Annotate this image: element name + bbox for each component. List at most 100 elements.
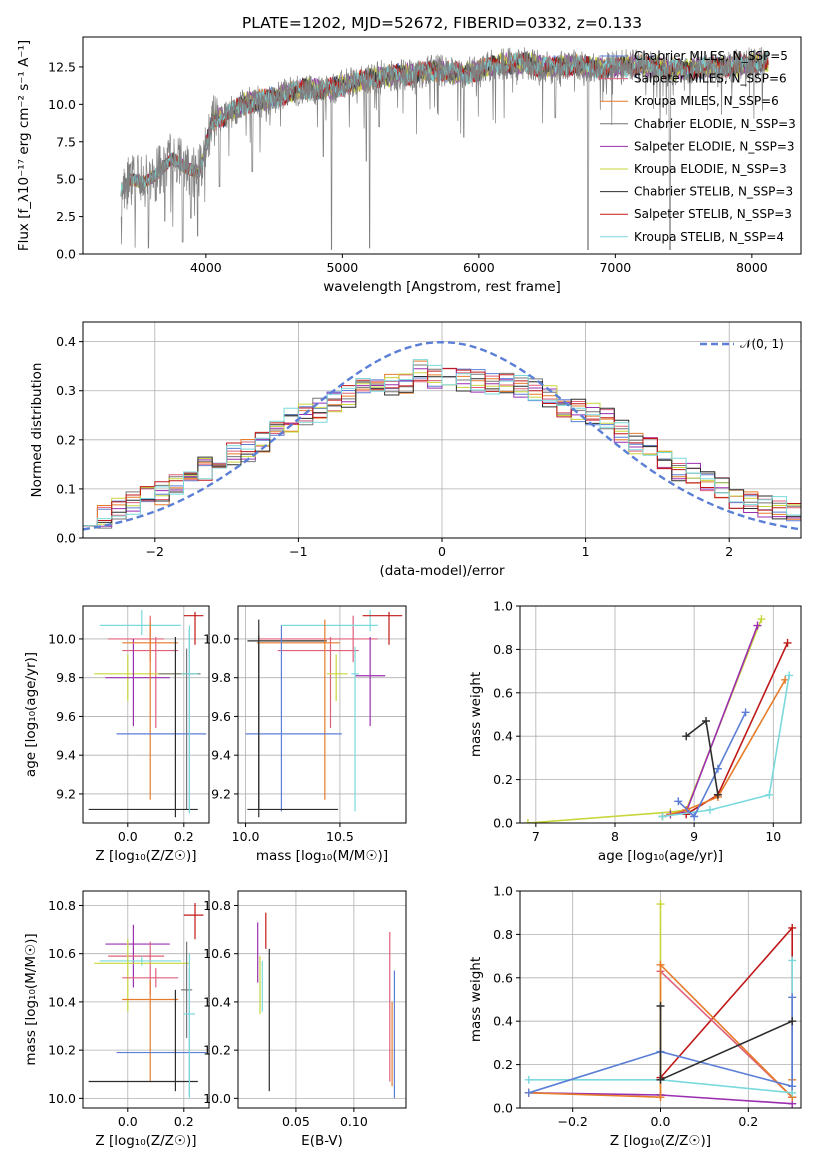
x-axis-label: E(B-V): [301, 1133, 343, 1149]
x-tick-label: 0.2: [174, 829, 194, 844]
x-axis-label: Z [log₁₀(Z/Z☉)]: [610, 1133, 711, 1149]
x-tick-label: 0.0: [118, 1114, 138, 1129]
errorbar-point: [99, 609, 181, 636]
plot-area: [524, 900, 797, 1108]
x-tick-label: 10.0: [232, 829, 260, 844]
legend-entry: Salpeter STELIB, N_SSP=3: [634, 207, 792, 221]
y-tick-label: 0.8: [493, 642, 513, 657]
weight-marker: [741, 708, 750, 717]
y-tick-label: 10.0: [203, 1091, 231, 1106]
errorbar-point: [88, 637, 198, 818]
plot-area: [523, 615, 794, 823]
histogram-step: [83, 376, 801, 538]
y-tick-label: 10.0: [48, 97, 76, 112]
legend: Chabrier MILES, N_SSP=5 Salpeter MILES, N…: [600, 49, 796, 244]
y-tick-label: 10.2: [48, 1043, 76, 1058]
weight-marker: [788, 993, 797, 1002]
x-tick-label: 10.5: [326, 829, 354, 844]
y-tick-label: 10.2: [203, 1043, 231, 1058]
weight-marker: [674, 797, 683, 806]
y-tick-label: 9.4: [56, 748, 76, 763]
y-tick-label: 9.6: [211, 709, 231, 724]
errorbar-point: [256, 619, 340, 800]
panel-age-vs-Z: 0.0 0.2 9.2 9.4 9.6 9.8 10.0 Z [log₁₀(Z/Z☉)] age…: [23, 605, 210, 864]
weight-marker: [705, 805, 714, 814]
y-tick-label: 10.0: [203, 631, 231, 646]
chart-title: PLATE=1202, MJD=52672, FIBERID=0332, z=0…: [242, 14, 642, 32]
weight-line: [677, 711, 747, 818]
weight-marker: [788, 1082, 797, 1091]
weight-marker: [524, 1088, 533, 1097]
plot-area: [245, 609, 403, 818]
errorbar-point: [277, 637, 359, 729]
weight-marker: [765, 790, 774, 799]
errorbar-point: [247, 635, 339, 818]
y-tick-label: 0.4: [56, 334, 76, 349]
y-tick-label: 1.0: [493, 884, 513, 899]
y-tick-label: 0.0: [493, 816, 513, 831]
weight-marker: [656, 900, 665, 909]
y-tick-label: 10.6: [48, 946, 76, 961]
x-tick-label: 2: [725, 544, 733, 559]
legend-gaussian-label: 𝒩(0, 1): [740, 337, 784, 351]
weight-marker: [713, 790, 722, 799]
errorbar-point: [183, 611, 204, 645]
legend-entry: Kroupa MILES, N_SSP=6: [634, 94, 779, 108]
weight-marker: [524, 1075, 533, 1084]
weight-marker: [656, 1093, 665, 1102]
y-tick-label: 10.0: [48, 1091, 76, 1106]
y-tick-label: 9.4: [211, 748, 231, 763]
data-spectrum-line: [120, 46, 769, 250]
weight-line: [685, 719, 719, 795]
x-tick-label: 8000: [736, 260, 768, 275]
x-tick-label: 6000: [463, 260, 495, 275]
axes-frame: [82, 605, 210, 824]
y-tick-label: 10.4: [48, 994, 76, 1009]
x-axis-label: wavelength [Angstrom, rest frame]: [323, 279, 561, 295]
errorbar-point: [88, 989, 198, 1092]
gaussian-curve: [83, 340, 801, 531]
y-tick-label: 0.1: [56, 481, 76, 496]
y-axis-label: Normed distribution: [29, 363, 45, 498]
weight-line: [670, 625, 759, 816]
weight-line: [662, 679, 786, 818]
y-tick-label: 0.8: [493, 927, 513, 942]
weight-marker: [658, 812, 667, 821]
x-tick-label: 5000: [326, 260, 358, 275]
errorbar-point: [183, 903, 204, 940]
weight-marker: [783, 638, 792, 647]
errorbar-point: [183, 953, 195, 1099]
y-tick-label: 9.2: [211, 786, 231, 801]
y-tick-label: 9.2: [56, 786, 76, 801]
x-tick-label: 4000: [190, 260, 222, 275]
weight-marker: [702, 717, 711, 726]
y-tick-label: 0.0: [56, 531, 76, 546]
histogram-step: [83, 359, 801, 538]
x-axis-label: Z [log₁₀(Z/Z☉)]: [95, 848, 196, 864]
panel-mass-vs-EBV: 0.05 0.10 10.0 10.2 10.4 10.6 10.8 E(B-V): [203, 890, 407, 1149]
errorbar-point: [122, 968, 179, 988]
plot-area: [83, 340, 801, 538]
errorbar-point: [122, 980, 179, 1082]
weight-marker: [785, 671, 794, 680]
plot-area: [88, 903, 207, 1099]
weight-marker: [656, 960, 665, 969]
errorbar-point: [116, 629, 207, 812]
errorbar-point: [181, 625, 198, 814]
x-tick-label: 8: [611, 829, 619, 844]
weight-marker: [788, 923, 797, 932]
panel-residuals: −2 −1 0 1 2 0.0 0.1 0.2 0.3 0.4 (data-model)/error…: [29, 321, 802, 579]
y-tick-label: 10.0: [48, 631, 76, 646]
plot-area: [120, 46, 769, 250]
x-tick-label: −2: [146, 544, 164, 559]
errorbar-point: [158, 648, 201, 810]
x-tick-label: 0.0: [651, 1114, 671, 1129]
axes-frame: [82, 890, 210, 1109]
x-tick-label: 0.0: [118, 829, 138, 844]
errorbar-point: [355, 637, 386, 727]
y-tick-label: 10.8: [48, 898, 76, 913]
legend-entry: Salpeter ELODIE, N_SSP=3: [634, 139, 795, 153]
weight-marker: [757, 615, 766, 624]
weight-marker: [656, 1002, 665, 1011]
